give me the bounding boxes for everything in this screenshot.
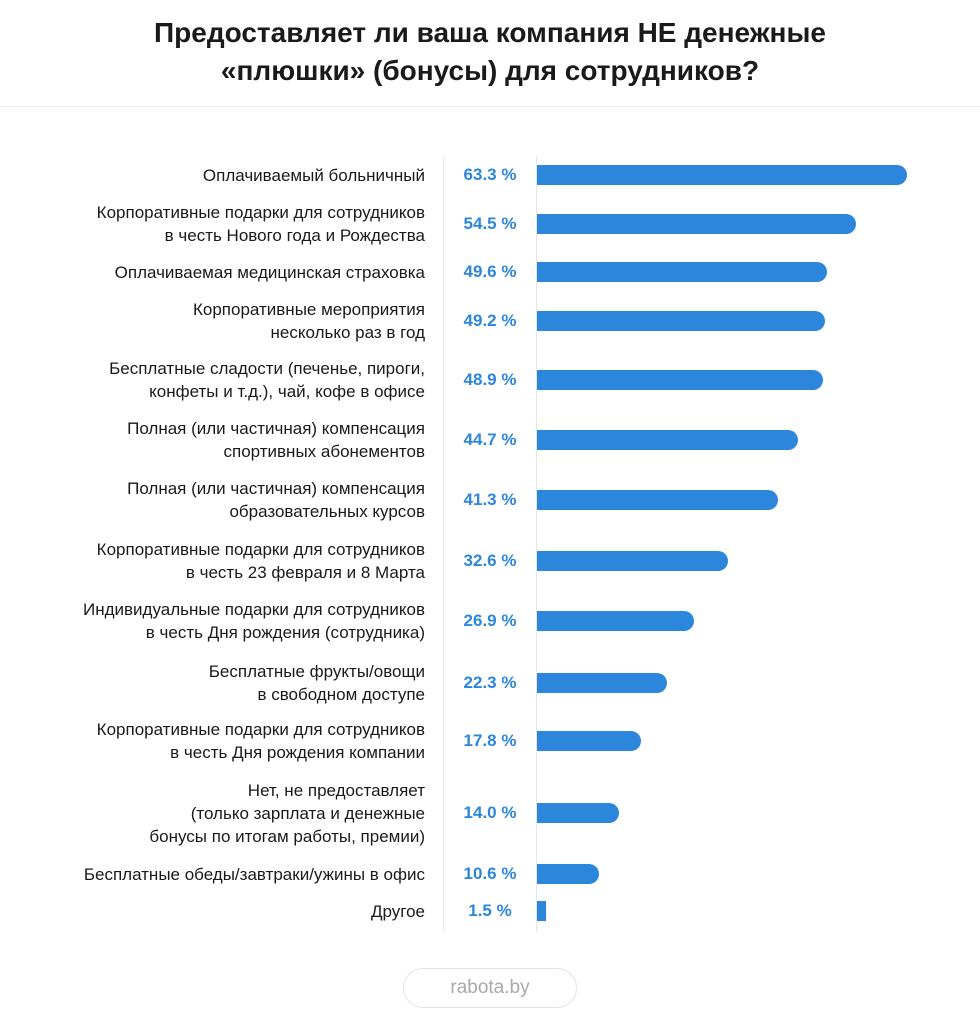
category-label-line: в честь Дня рождения компании xyxy=(170,743,425,762)
category-label: Оплачиваемый больничный xyxy=(5,164,425,187)
value-label: 17.8 % xyxy=(463,731,517,750)
value-label: 48.9 % xyxy=(463,370,517,389)
category-label-line: (только зарплата и денежные xyxy=(190,803,425,823)
value-label: 54.5 % xyxy=(463,214,517,233)
category-label-line: Оплачиваемая медицинская страховка xyxy=(114,262,425,282)
category-label: Оплачиваемая медицинская страховка xyxy=(5,261,425,284)
category-label: Бесплатные сладости (печенье, пироги, кон… xyxy=(5,357,425,403)
title-divider xyxy=(0,106,980,107)
bar xyxy=(537,430,798,450)
bar xyxy=(537,901,546,921)
value-label: 49.2 % xyxy=(463,311,517,330)
value-label: 1.5 % xyxy=(468,901,512,920)
category-label-line: Индивидуальные подарки для сотрудников xyxy=(82,600,425,619)
value-label: 32.6 % xyxy=(463,551,517,570)
bar xyxy=(537,311,825,331)
category-label-line: Полная (или частичная) компенсация xyxy=(127,419,425,438)
category-label-line: в честь Дня рождения (сотрудника) xyxy=(145,623,425,642)
category-label-line: Корпоративные мероприятия xyxy=(192,300,425,319)
bar xyxy=(537,551,728,571)
value-label: 49.6 % xyxy=(463,262,517,281)
bar xyxy=(537,731,641,751)
bar xyxy=(537,262,827,282)
value-label: 22.3 % xyxy=(463,673,517,692)
category-label-line: Корпоративные подарки для сотрудников xyxy=(96,540,425,559)
category-label-line: конфеты и т.д.), чай, кофе в офисе xyxy=(149,382,425,401)
value-label: 10.6 % xyxy=(463,864,517,883)
bar-axis-line xyxy=(536,156,537,932)
bar xyxy=(537,611,694,631)
category-label-line: Другое xyxy=(370,901,425,921)
category-label: Нет, не предоставляет (только зарплата и … xyxy=(5,779,425,848)
category-label-line: Нет, не предоставляет xyxy=(247,780,425,800)
bar xyxy=(537,803,619,823)
category-label-line: в свободном доступе xyxy=(257,685,425,704)
category-label: Корпоративные подарки для сотрудников в ч… xyxy=(5,538,425,584)
source-badge: rabota.by xyxy=(403,968,577,1008)
category-label: Корпоративные мероприятия несколько раз в… xyxy=(5,298,425,344)
category-label-line: Оплачиваемый больничный xyxy=(202,165,425,185)
value-label: 44.7 % xyxy=(463,430,517,449)
category-label-line: спортивных абонементов xyxy=(223,442,426,461)
chart-title: Предоставляет ли ваша компания НЕ денежн… xyxy=(0,14,980,90)
category-label: Корпоративные подарки для сотрудников в ч… xyxy=(5,718,425,764)
label-separator-line xyxy=(443,156,444,932)
bar xyxy=(537,214,856,234)
bar xyxy=(537,490,778,510)
category-label: Бесплатные обеды/завтраки/ужины в офис xyxy=(5,863,425,886)
category-label-line: несколько раз в год xyxy=(270,323,425,342)
category-label: Другое xyxy=(5,900,425,923)
value-label: 14.0 % xyxy=(463,803,517,822)
chart-title-line-1: Предоставляет ли ваша компания НЕ денежн… xyxy=(154,17,826,48)
category-label-line: Полная (или частичная) компенсация xyxy=(127,479,425,498)
category-label: Полная (или частичная) компенсация спорти… xyxy=(5,417,425,463)
bar xyxy=(537,370,823,390)
category-label: Корпоративные подарки для сотрудников в ч… xyxy=(5,201,425,247)
category-label: Бесплатные фрукты/овощи в свободном досту… xyxy=(5,660,425,706)
bar xyxy=(537,165,907,185)
category-label-line: Бесплатные фрукты/овощи xyxy=(208,662,425,681)
bar xyxy=(537,673,667,693)
value-label: 26.9 % xyxy=(463,611,517,630)
category-label-line: бонусы по итогам работы, премии) xyxy=(149,826,425,846)
category-label-line: Корпоративные подарки для сотрудников xyxy=(96,203,425,222)
category-label-line: Бесплатные сладости (печенье, пироги, xyxy=(109,359,425,378)
category-label: Полная (или частичная) компенсация образо… xyxy=(5,477,425,523)
value-label: 63.3 % xyxy=(463,165,517,184)
category-label-line: образовательных курсов xyxy=(229,502,425,521)
category-label-line: в честь Нового года и Рождества xyxy=(164,226,425,245)
bar xyxy=(537,864,599,884)
category-label-line: Бесплатные обеды/завтраки/ужины в офис xyxy=(83,864,425,884)
category-label: Индивидуальные подарки для сотрудников в … xyxy=(5,598,425,644)
category-label-line: в честь 23 февраля и 8 Марта xyxy=(185,563,425,582)
value-label: 41.3 % xyxy=(463,490,517,509)
category-label-line: Корпоративные подарки для сотрудников xyxy=(96,720,425,739)
chart-title-line-2: «плюшки» (бонусы) для сотрудников? xyxy=(220,55,760,86)
